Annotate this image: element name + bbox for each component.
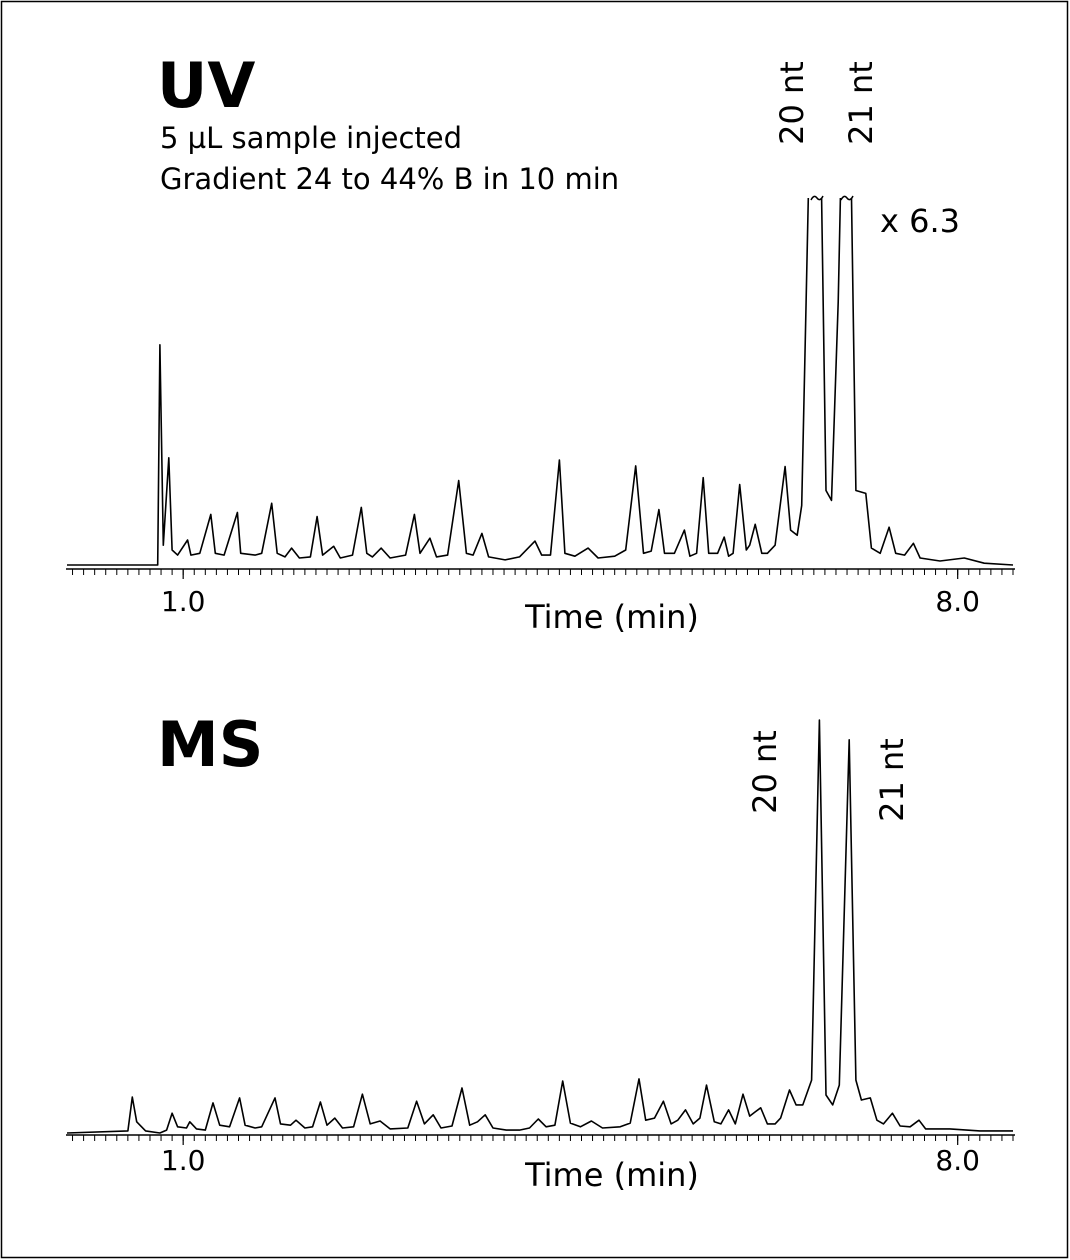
x-tick-label: 8.0: [935, 585, 980, 618]
trace: [67, 197, 1014, 566]
annotation: Gradient 24 to 44% B in 10 min: [160, 162, 619, 196]
annotation: 20 nt: [746, 730, 784, 814]
x-tick-label: 8.0: [935, 1144, 980, 1177]
annotation: 20 nt: [773, 61, 811, 145]
x-tick-label: 1.0: [161, 1144, 206, 1177]
x-tick-label: 1.0: [161, 585, 206, 618]
panel-title: MS: [157, 708, 263, 781]
annotation: 21 nt: [873, 738, 911, 822]
x-axis-label: Time (min): [524, 1156, 699, 1194]
annotation: x 6.3: [880, 202, 960, 240]
x-axis-label: Time (min): [524, 598, 699, 636]
trace: [66, 719, 1013, 1134]
panel-title: UV: [157, 49, 255, 122]
annotation: 21 nt: [842, 61, 880, 145]
annotation: 5 µL sample injected: [160, 121, 462, 155]
